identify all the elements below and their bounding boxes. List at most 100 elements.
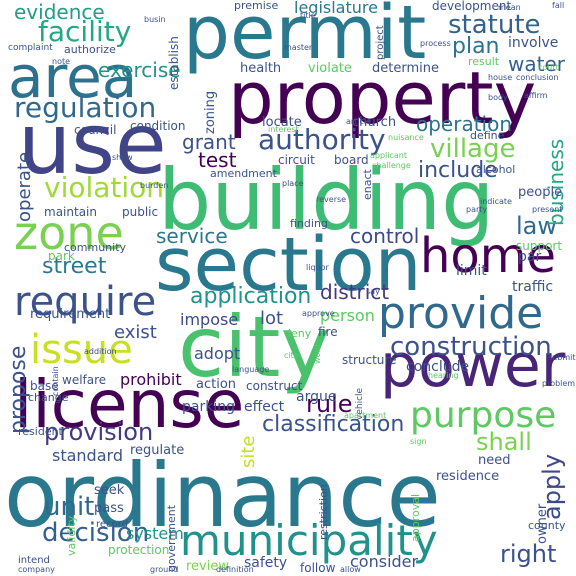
word: ground (150, 565, 179, 574)
word: area (8, 43, 138, 111)
word: regulate (130, 443, 185, 458)
word: follow (300, 561, 336, 575)
word: circuit (278, 153, 315, 167)
word: test (198, 148, 237, 172)
word: limit (456, 263, 487, 279)
word: city (178, 298, 331, 396)
word: protection (108, 543, 170, 557)
word: mean (498, 3, 521, 12)
word: exist (114, 322, 157, 343)
word: support (516, 239, 563, 253)
word: indicate (480, 197, 512, 206)
word: lot (260, 308, 284, 329)
word: welfare (62, 373, 107, 387)
word: operation (416, 112, 513, 136)
word: section (155, 222, 422, 308)
word: standard (52, 446, 123, 465)
word: council (74, 123, 117, 137)
word: challenge (372, 161, 411, 170)
word: include (418, 158, 498, 183)
word: residence (436, 469, 500, 484)
word: reverse (316, 195, 347, 204)
word: operate (14, 151, 35, 222)
word: approval (409, 493, 422, 542)
word: word (313, 344, 322, 364)
word: locate (262, 115, 302, 130)
word: master (284, 43, 313, 52)
word: definition (216, 565, 254, 574)
word: public (122, 205, 159, 219)
word: requirement (30, 307, 111, 322)
word: conclusion (516, 73, 559, 82)
word: busin (144, 15, 166, 24)
word: establish (167, 36, 181, 90)
word: ordinance (4, 444, 441, 547)
word: process (420, 39, 451, 48)
word: project (375, 25, 386, 60)
word: provide (378, 288, 544, 339)
word: premise (234, 0, 279, 12)
word: statute (448, 10, 541, 40)
word: intend (18, 555, 50, 566)
word: require (14, 279, 157, 325)
word: power (380, 331, 566, 401)
word: prohibit (120, 370, 182, 389)
word: service (156, 224, 228, 248)
word: application (190, 284, 312, 309)
word: conclude (406, 359, 470, 375)
word: complaint (8, 43, 53, 53)
word: home (420, 228, 557, 284)
word: propose (6, 345, 31, 434)
word: issue (30, 327, 133, 373)
word: approve (302, 309, 335, 318)
word: nuisance (388, 133, 424, 142)
word: sign (410, 437, 427, 446)
word: evidence (14, 0, 105, 24)
word: site (238, 435, 259, 468)
word: government (165, 504, 178, 572)
word: church (352, 115, 397, 130)
word: street (42, 254, 107, 279)
word: unit (44, 492, 95, 522)
word: finding (290, 217, 328, 230)
word: rule (306, 390, 353, 418)
word: county (528, 519, 566, 532)
word: community (64, 241, 127, 254)
word: deny (284, 327, 312, 340)
word: seek (94, 483, 125, 498)
word: submit (548, 353, 576, 362)
word: house (488, 73, 513, 82)
word: article (346, 117, 372, 126)
word: involve (508, 35, 559, 51)
word: court (538, 63, 559, 72)
word: par (518, 249, 542, 265)
word: classification (262, 412, 405, 437)
word: adopt (194, 344, 241, 363)
word: board (334, 153, 369, 167)
word: grant (182, 130, 236, 154)
word: say (366, 287, 380, 296)
word: problem (542, 379, 576, 388)
word: person (320, 306, 375, 325)
word: regulation (14, 91, 157, 124)
word: authority (258, 123, 386, 156)
word: facility (38, 15, 132, 48)
word: village (430, 134, 516, 164)
word: building (158, 151, 495, 249)
word: consider (350, 552, 419, 571)
word: safety (244, 555, 288, 571)
word: language (232, 365, 270, 374)
word: amendment (210, 167, 277, 180)
word: base (30, 379, 59, 393)
word: control (350, 224, 420, 248)
word: condition (130, 119, 186, 133)
word: construct (246, 379, 303, 393)
word: company (18, 565, 55, 574)
word: need (478, 453, 511, 468)
word: define (470, 129, 505, 142)
word: municipality (180, 516, 438, 565)
word: fall (552, 1, 565, 10)
word: zoning (203, 90, 218, 134)
word: result (468, 55, 500, 68)
